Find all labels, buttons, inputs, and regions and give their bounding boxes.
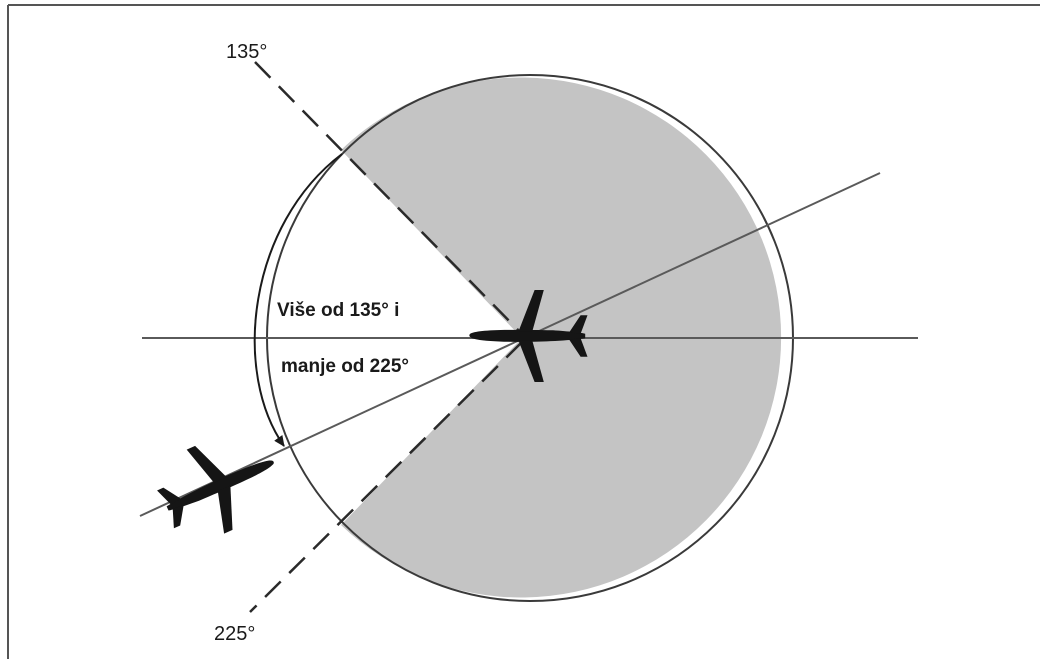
sector-arrow <box>253 153 343 447</box>
angle-label-225: 225° <box>214 623 255 645</box>
dashed-line-135 <box>254 61 523 335</box>
sector-description-line1: Više od 135° i <box>277 300 399 321</box>
dashed-line-225 <box>249 341 523 613</box>
airplane-icon <box>146 419 293 552</box>
sector-description-line2: manje od 225° <box>281 356 409 377</box>
angle-label-135: 135° <box>226 41 267 63</box>
track-line <box>139 172 881 517</box>
